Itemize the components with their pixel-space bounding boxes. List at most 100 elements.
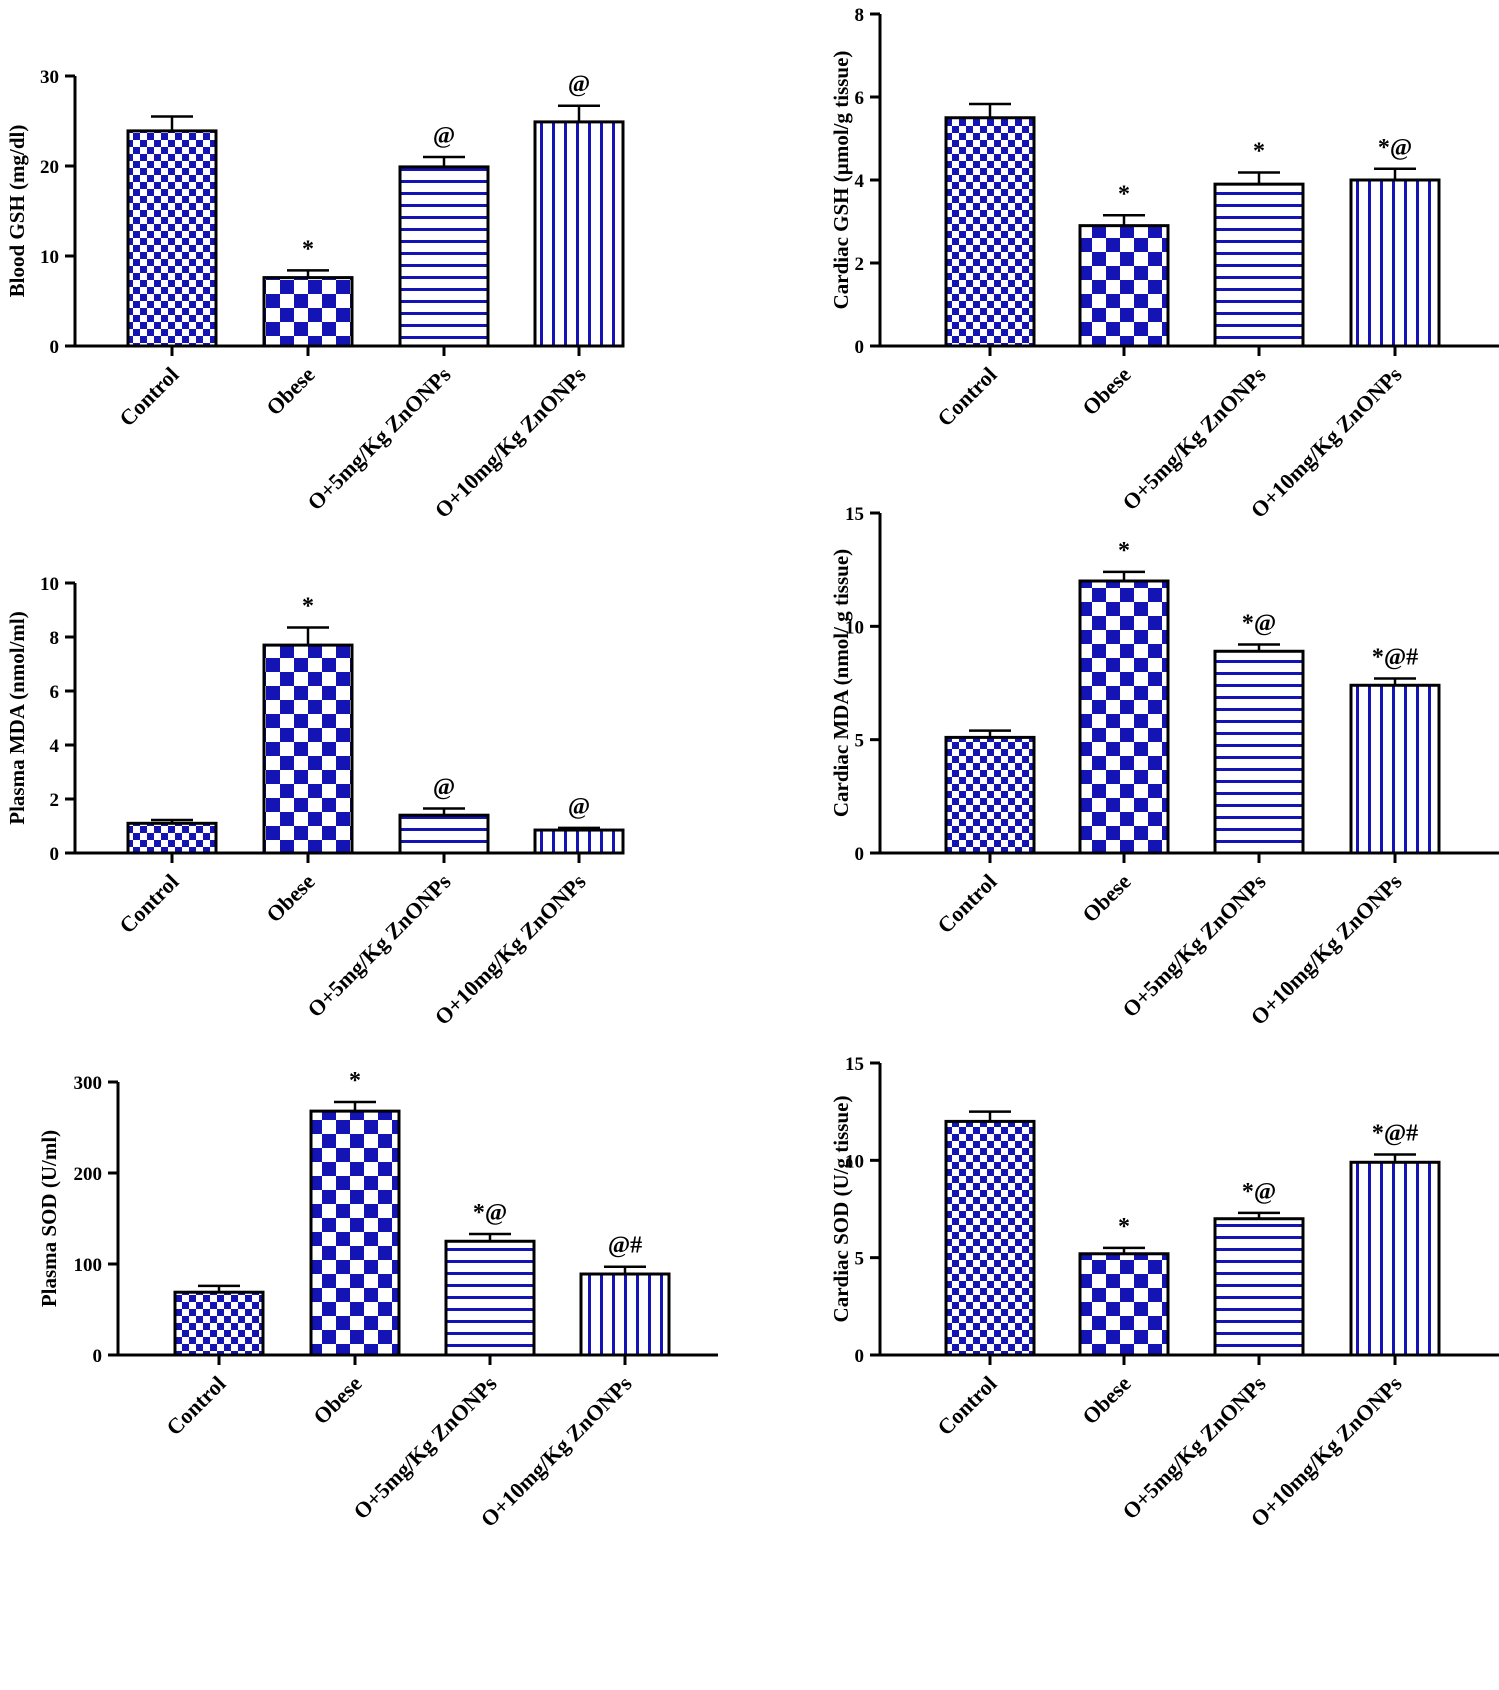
- category-label: O+10mg/Kg ZnONPs: [430, 869, 591, 1030]
- y-tick-label: 2: [855, 254, 865, 275]
- y-tick-label: 10: [845, 1151, 864, 1172]
- category-label: O+5mg/Kg ZnONPs: [1117, 1371, 1270, 1524]
- y-tick-label: 0: [855, 337, 865, 358]
- bar-o-10mg-kg-znonps: [579, 1272, 671, 1357]
- category-label: O+10mg/Kg ZnONPs: [1246, 869, 1407, 1030]
- bar-obese: [1078, 579, 1170, 855]
- category-label: O+10mg/Kg ZnONPs: [476, 1371, 637, 1532]
- bar-o-5mg-kg-znonps: [1213, 1217, 1305, 1357]
- chart-panel-4: 0 5 10 15 Cardiac MDA (nmol/ g tissue) Contro…: [829, 504, 1499, 1030]
- chart-panel-2: 0 2 4 6 8 Cardiac GSH (µmol/g tissue) Control O…: [829, 5, 1499, 523]
- category-label: Control: [932, 1371, 1001, 1440]
- y-tick-label: 5: [855, 731, 865, 752]
- category-label: Control: [114, 869, 183, 938]
- y-tick-label: 0: [50, 844, 60, 865]
- y-tick-label: 4: [50, 736, 60, 757]
- category-label: O+5mg/Kg ZnONPs: [302, 362, 455, 515]
- bar-control: [126, 821, 218, 855]
- bar-obese: [262, 276, 354, 348]
- y-tick-label: 6: [50, 682, 60, 703]
- y-axis-label: Cardiac GSH (µmol/g tissue): [829, 51, 853, 310]
- y-tick-label: 20: [40, 157, 59, 178]
- y-tick-label: 200: [74, 1164, 103, 1185]
- y-tick-label: 10: [845, 617, 864, 638]
- y-axis-label: Cardiac SOD (U/g tissue): [829, 1096, 853, 1323]
- significance-label: @: [568, 72, 590, 98]
- significance-label: @: [568, 794, 590, 820]
- significance-label: *: [302, 594, 314, 620]
- significance-label: *: [1118, 538, 1130, 564]
- significance-label: @: [433, 123, 455, 149]
- significance-label: @#: [608, 1233, 642, 1259]
- bar-o-5mg-kg-znonps: [1213, 649, 1305, 855]
- y-tick-label: 5: [855, 1249, 865, 1270]
- chart-panel-1: 0 10 20 30 Blood GSH (mg/dl) Control Obese * O+5…: [5, 67, 625, 523]
- category-label: O+5mg/Kg ZnONPs: [1117, 869, 1270, 1022]
- y-tick-label: 6: [855, 88, 865, 109]
- y-axis-label: Blood GSH (mg/dl): [5, 125, 29, 298]
- category-label: O+5mg/Kg ZnONPs: [348, 1371, 501, 1524]
- chart-panel-6: 0 5 10 15 Cardiac SOD (U/g tissue) Control Obe…: [829, 1054, 1499, 1532]
- bar-o-5mg-kg-znonps: [1213, 182, 1305, 348]
- bar-control: [173, 1290, 265, 1357]
- bar-o-5mg-kg-znonps: [398, 165, 490, 348]
- y-tick-label: 4: [855, 171, 865, 192]
- category-label: Obese: [1077, 869, 1135, 927]
- bar-o-5mg-kg-znonps: [398, 813, 490, 855]
- y-tick-label: 10: [40, 574, 59, 595]
- chart-panel-5: 0 100 200 300 Plasma SOD (U/ml) Control Obese *…: [37, 1068, 718, 1532]
- y-tick-label: 15: [845, 504, 864, 525]
- bar-obese: [262, 643, 354, 855]
- bar-control: [944, 116, 1036, 348]
- y-tick-label: 2: [50, 790, 60, 811]
- significance-label: *@: [1242, 1179, 1276, 1205]
- significance-label: *@#: [1372, 1120, 1418, 1146]
- category-label: Obese: [1077, 362, 1135, 420]
- y-tick-label: 15: [845, 1054, 864, 1075]
- significance-label: *@: [473, 1200, 507, 1226]
- significance-label: *@: [1242, 610, 1276, 636]
- bar-o-10mg-kg-znonps: [1349, 1160, 1441, 1357]
- y-tick-label: 0: [93, 1346, 103, 1367]
- category-label: Obese: [261, 362, 319, 420]
- y-tick-label: 100: [74, 1255, 103, 1276]
- bar-obese: [1078, 224, 1170, 348]
- bar-obese: [309, 1109, 401, 1357]
- bar-control: [944, 735, 1036, 855]
- significance-label: *: [1253, 139, 1265, 165]
- bar-o-10mg-kg-znonps: [533, 120, 625, 348]
- significance-label: *: [349, 1068, 361, 1094]
- category-label: Obese: [1077, 1371, 1135, 1429]
- significance-label: *: [1118, 181, 1130, 207]
- y-axis-label: Plasma SOD (U/ml): [37, 1130, 61, 1307]
- category-label: Control: [161, 1371, 230, 1440]
- category-label: Obese: [308, 1371, 366, 1429]
- category-label: O+5mg/Kg ZnONPs: [1117, 362, 1270, 515]
- bar-o-5mg-kg-znonps: [444, 1239, 536, 1357]
- significance-label: *: [302, 236, 314, 262]
- y-tick-label: 8: [50, 628, 60, 649]
- category-label: Control: [114, 362, 183, 431]
- category-label: O+10mg/Kg ZnONPs: [1246, 1371, 1407, 1532]
- category-label: Control: [932, 869, 1001, 938]
- category-label: Obese: [261, 869, 319, 927]
- bar-control: [944, 1119, 1036, 1357]
- bar-obese: [1078, 1252, 1170, 1357]
- bar-control: [126, 129, 218, 348]
- chart-panel-3: 0 2 4 6 8 10 Plasma MDA (nmol/ml) Control Obese *…: [5, 574, 625, 1030]
- bar-o-10mg-kg-znonps: [1349, 683, 1441, 855]
- y-tick-label: 8: [855, 5, 865, 26]
- significance-label: *@: [1378, 135, 1412, 161]
- y-tick-label: 0: [50, 337, 60, 358]
- y-tick-label: 10: [40, 247, 59, 268]
- y-axis-label: Cardiac MDA (nmol/ g tissue): [829, 549, 853, 817]
- significance-label: *@#: [1372, 644, 1418, 670]
- category-label: O+5mg/Kg ZnONPs: [302, 869, 455, 1022]
- category-label: O+10mg/Kg ZnONPs: [1246, 362, 1407, 523]
- y-tick-label: 30: [40, 67, 59, 88]
- significance-label: *: [1118, 1214, 1130, 1240]
- y-tick-label: 0: [855, 844, 865, 865]
- bar-o-10mg-kg-znonps: [1349, 178, 1441, 348]
- category-label: Control: [932, 362, 1001, 431]
